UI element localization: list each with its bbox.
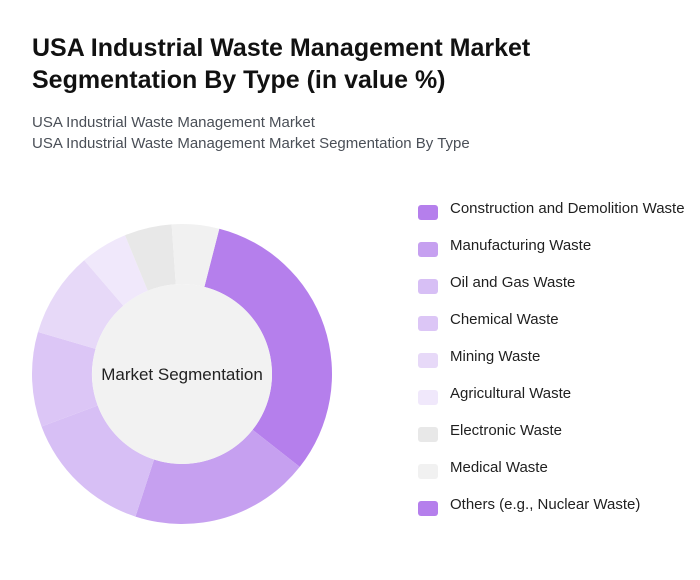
legend-label: Oil and Gas Waste (450, 274, 576, 291)
legend-swatch (418, 242, 438, 257)
slice-oil-and-gas-waste[interactable] (41, 405, 155, 517)
legend-label: Construction and Demolition Waste (450, 200, 685, 217)
legend-label: Others (e.g., Nuclear Waste) (450, 496, 641, 513)
legend-item-agricultural-waste[interactable]: Agricultural Waste (418, 383, 688, 405)
legend-label: Electronic Waste (450, 422, 562, 439)
legend-swatch (418, 279, 438, 294)
legend-swatch (418, 316, 438, 331)
legend-label: Mining Waste (450, 348, 541, 365)
chart-title: USA Industrial Waste Management Market S… (32, 34, 531, 94)
legend-label: Medical Waste (450, 459, 548, 476)
slice-manufacturing-waste[interactable] (135, 429, 300, 524)
legend-item-construction-and-demolition-waste[interactable]: Construction and Demolition Waste (418, 198, 688, 220)
legend-swatch (418, 205, 438, 220)
legend-swatch (418, 353, 438, 368)
legend-label: Chemical Waste (450, 311, 559, 328)
slice-mining-waste[interactable] (37, 260, 124, 349)
legend-item-others-e-g-nuclear-waste[interactable]: Others (e.g., Nuclear Waste) (418, 494, 688, 516)
legend-item-medical-waste[interactable]: Medical Waste (418, 457, 688, 479)
legend-label: Manufacturing Waste (450, 237, 592, 254)
chart-legend: Construction and Demolition Waste Manufac… (418, 198, 688, 531)
donut-chart: Market Segmentation (32, 224, 332, 524)
legend-item-manufacturing-waste[interactable]: Manufacturing Waste (418, 235, 688, 257)
center-label: Market Segmentation (101, 365, 263, 384)
legend-swatch (418, 501, 438, 516)
legend-item-electronic-waste[interactable]: Electronic Waste (418, 420, 688, 442)
donut-center (92, 284, 272, 464)
subtitle-market: USA Industrial Waste Management Market (32, 114, 315, 131)
legend-swatch (418, 464, 438, 479)
slice-agricultural-waste[interactable] (84, 235, 148, 306)
legend-item-oil-and-gas-waste[interactable]: Oil and Gas Waste (418, 272, 688, 294)
legend-swatch (418, 427, 438, 442)
subtitles: USA Industrial Waste Management Market U… (32, 112, 672, 154)
legend-swatch (418, 390, 438, 405)
legend-label: Agricultural Waste (450, 385, 572, 402)
slice-construction-and-demolition-waste[interactable] (204, 228, 332, 467)
legend-item-mining-waste[interactable]: Mining Waste (418, 346, 688, 368)
subtitle-segmentation: USA Industrial Waste Management Market S… (32, 135, 470, 152)
slice-electronic-waste[interactable] (124, 224, 176, 291)
slice-medical-waste[interactable] (171, 224, 220, 287)
legend-item-chemical-waste[interactable]: Chemical Waste (418, 309, 688, 331)
slice-chemical-waste[interactable] (32, 332, 98, 427)
